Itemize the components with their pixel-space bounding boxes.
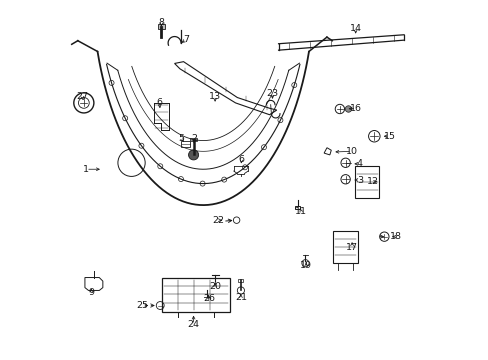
Text: 7: 7 bbox=[183, 35, 189, 44]
Text: 18: 18 bbox=[389, 232, 401, 241]
Text: 13: 13 bbox=[208, 92, 221, 101]
Text: 26: 26 bbox=[203, 294, 215, 303]
Text: 9: 9 bbox=[88, 288, 94, 297]
Text: 25: 25 bbox=[136, 301, 148, 310]
Text: 24: 24 bbox=[187, 320, 199, 329]
Text: 12: 12 bbox=[366, 177, 378, 186]
Text: 17: 17 bbox=[346, 243, 357, 252]
Text: 19: 19 bbox=[300, 261, 311, 270]
Text: 4: 4 bbox=[356, 159, 362, 168]
Text: 5: 5 bbox=[179, 134, 184, 143]
Text: 2: 2 bbox=[191, 134, 197, 143]
Text: 11: 11 bbox=[295, 207, 306, 216]
Text: 6: 6 bbox=[238, 155, 244, 164]
Text: 16: 16 bbox=[350, 104, 362, 113]
Text: 8: 8 bbox=[158, 18, 164, 27]
Text: 10: 10 bbox=[346, 147, 357, 156]
Text: 23: 23 bbox=[266, 89, 278, 98]
FancyBboxPatch shape bbox=[158, 24, 164, 29]
Text: 21: 21 bbox=[234, 293, 246, 302]
Text: 6: 6 bbox=[156, 98, 162, 107]
FancyBboxPatch shape bbox=[190, 138, 197, 141]
Text: 1: 1 bbox=[83, 165, 89, 174]
Circle shape bbox=[345, 106, 351, 112]
Text: 14: 14 bbox=[349, 24, 361, 33]
Text: 15: 15 bbox=[383, 132, 395, 141]
Text: 27: 27 bbox=[76, 92, 88, 101]
Text: 20: 20 bbox=[209, 282, 221, 291]
Text: 3: 3 bbox=[356, 176, 362, 185]
Circle shape bbox=[188, 150, 198, 160]
Text: 22: 22 bbox=[212, 216, 224, 225]
